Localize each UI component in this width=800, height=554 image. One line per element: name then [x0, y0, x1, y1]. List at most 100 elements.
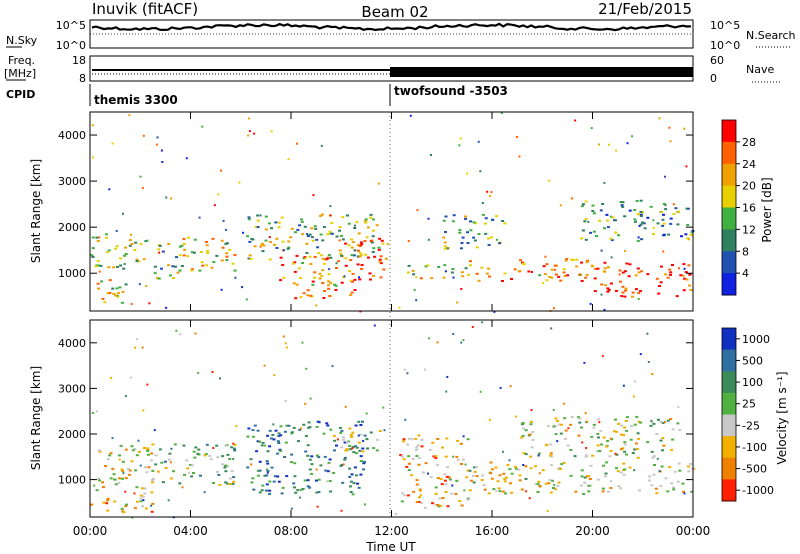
scatter-cell [577, 434, 581, 437]
scatter-cell [104, 465, 108, 467]
speckle-cell [646, 332, 649, 335]
scatter-cell [592, 426, 596, 429]
scatter-cell [630, 295, 634, 298]
speckle-cell [462, 339, 465, 342]
scatter-cell [545, 263, 549, 266]
scatter-cell [330, 221, 334, 224]
scatter-cell [369, 216, 373, 219]
scatter-cell [192, 450, 196, 453]
scatter-cell [294, 491, 298, 494]
scatter-cell [508, 468, 512, 471]
scatter-cell [317, 252, 321, 255]
scatter-cell [256, 469, 260, 472]
scatter-cell [444, 215, 448, 218]
scatter-cell [581, 229, 585, 232]
scatter-cell [651, 456, 655, 459]
scatter-cell [256, 214, 260, 217]
scatter-cell [477, 233, 481, 235]
scatter-cell [596, 444, 600, 447]
scatter-cell [467, 273, 471, 276]
speckle-cell [463, 489, 466, 492]
scatter-cell [360, 243, 364, 246]
scatter-cell [633, 448, 637, 451]
scatter-cell [623, 270, 627, 273]
scatter-cell [459, 247, 463, 250]
speckle-cell [598, 143, 600, 146]
scatter-cell [459, 442, 463, 445]
scatter-cell [672, 212, 676, 215]
speckle-cell [118, 458, 121, 461]
scatter-cell [349, 259, 353, 262]
speckle-cell [248, 130, 251, 133]
scatter-cell [306, 479, 310, 482]
scatter-cell [587, 475, 591, 478]
scatter-cell [677, 210, 680, 213]
scatter-cell [595, 235, 598, 238]
scatter-cell [139, 494, 143, 497]
scatter-cell [619, 471, 623, 474]
scatter-cell [232, 480, 236, 483]
speckle-cell [614, 452, 617, 455]
scatter-cell [621, 201, 625, 204]
nsearch-label: N.Search [746, 29, 796, 42]
scatter-cell [123, 254, 127, 257]
scatter-cell [670, 448, 674, 451]
colorbar-swatch [722, 371, 736, 394]
scatter-cell [609, 450, 613, 452]
scatter-cell [150, 510, 154, 513]
scatter-cell [455, 479, 459, 482]
scatter-cell [319, 464, 323, 467]
scatter-cell [400, 500, 404, 503]
scatter-cell [97, 287, 101, 290]
scatter-cell [522, 452, 526, 455]
scatter-cell [303, 479, 307, 482]
scatter-cell [620, 204, 624, 207]
scatter-cell [321, 269, 325, 272]
scatter-cell [407, 264, 411, 267]
scatter-cell [603, 227, 606, 230]
scatter-cell [544, 444, 548, 447]
speckle-cell [413, 288, 416, 291]
scatter-cell [469, 260, 472, 263]
scatter-cell [580, 426, 583, 429]
nsearch-tick-bottom: 10^0 [710, 39, 740, 52]
scatter-cell [133, 448, 137, 450]
scatter-cell [415, 455, 419, 457]
scatter-cell [265, 460, 269, 463]
scatter-cell [320, 213, 324, 216]
scatter-cell [518, 479, 522, 482]
scatter-cell [464, 267, 468, 270]
speckle-cell [358, 276, 361, 279]
scatter-cell [380, 239, 384, 242]
scatter-cell [300, 220, 304, 223]
scatter-cell [577, 416, 580, 419]
scatter-cell [634, 288, 638, 291]
colorbar-tick-label: 12 [742, 223, 756, 236]
scatter-cell [488, 275, 491, 278]
speckle-cell [668, 126, 671, 129]
speckle-cell [170, 447, 173, 450]
scatter-cell [258, 440, 262, 443]
freq-tick-top: 18 [72, 54, 86, 67]
speckle-cell [608, 143, 610, 146]
scatter-cell [378, 237, 382, 240]
speckle-cell [490, 191, 493, 194]
scatter-cell [276, 452, 280, 455]
scatter-cell [639, 215, 643, 218]
velocity-frame [89, 319, 694, 518]
scatter-cell [518, 474, 522, 477]
scatter-cell [297, 440, 300, 443]
scatter-cell [560, 423, 563, 426]
speckle-cell [451, 484, 454, 487]
scatter-cell [308, 255, 312, 258]
scatter-cell [537, 452, 541, 455]
scatter-cell [108, 292, 112, 294]
scatter-cell [653, 464, 656, 466]
scatter-cell [419, 502, 423, 505]
beam-title: Beam 02 [361, 3, 428, 21]
scatter-cell [203, 454, 207, 457]
scatter-cell [375, 224, 379, 227]
speckle-cell [287, 158, 290, 161]
scatter-cell [273, 243, 277, 246]
